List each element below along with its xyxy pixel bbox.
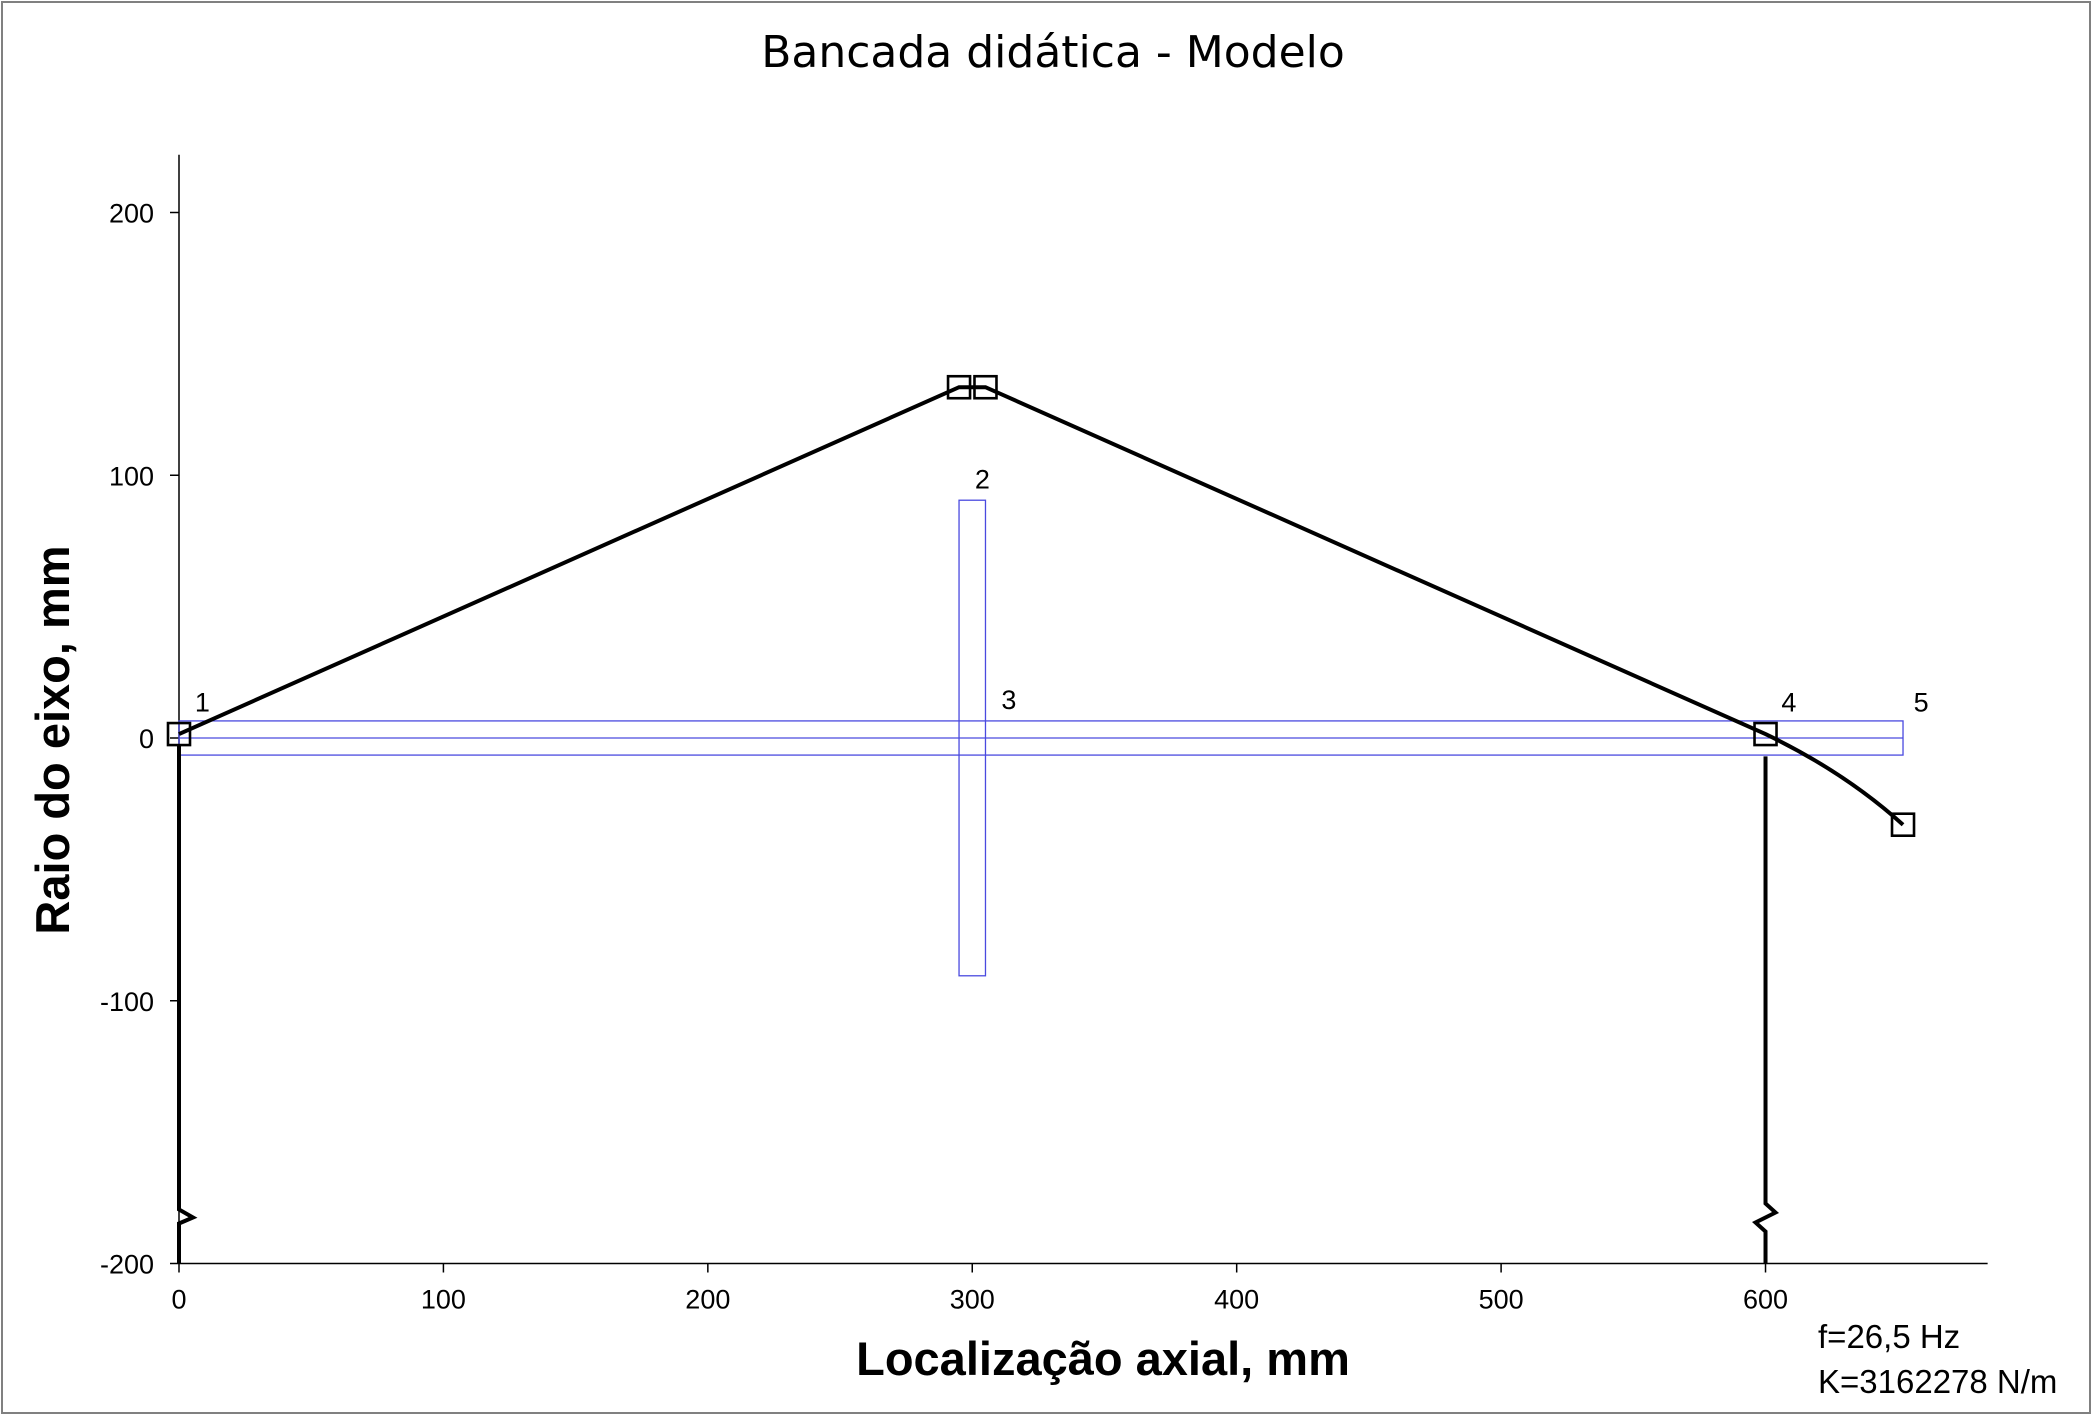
y-tick-label: 100	[109, 461, 154, 491]
y-tick-label: 0	[139, 724, 154, 754]
node-marker	[166, 721, 192, 747]
station-label: 2	[975, 464, 990, 494]
station-label: 4	[1781, 688, 1796, 718]
node-marker	[1890, 812, 1916, 838]
stiffness-annotation: K=3162278 N/m	[1818, 1363, 2057, 1400]
station-label: 1	[195, 688, 210, 718]
mode-shape-line	[178, 385, 1905, 827]
x-tick-label: 0	[171, 1285, 186, 1315]
y-axis-label: Raio do eixo, mm	[26, 545, 79, 934]
x-tick-label: 100	[421, 1285, 466, 1315]
node-marker	[973, 374, 998, 400]
y-tick-label: -100	[100, 987, 154, 1017]
x-tick-label: 600	[1743, 1285, 1788, 1315]
x-tick-label: 400	[1214, 1285, 1259, 1315]
bearing-supports	[177, 745, 1780, 1264]
station-label: 5	[1914, 688, 1929, 718]
y-tick-label: -200	[100, 1250, 154, 1280]
disk-element	[958, 499, 987, 977]
bearing-support-spring	[1752, 756, 1780, 1264]
x-tick-label: 500	[1479, 1285, 1524, 1315]
x-tick-label: 200	[685, 1285, 730, 1315]
node-marker	[946, 374, 972, 400]
y-tick-label: 200	[109, 199, 154, 229]
x-axis-label: Localização axial, mm	[856, 1332, 1350, 1385]
frequency-annotation: f=26,5 Hz	[1818, 1318, 1960, 1355]
station-label: 3	[1001, 685, 1016, 715]
station-labels: 2 3 1 4 5	[195, 464, 1929, 717]
bearing-support-spring	[177, 745, 198, 1264]
shaft-model	[178, 499, 1904, 977]
axes: -200 -100 0 100 200 0 100 200 300 400 500 600	[100, 154, 1988, 1315]
node-marker	[1753, 721, 1778, 747]
chart-title: Bancada didática - Modelo	[761, 27, 1345, 78]
mode-shape	[166, 374, 1916, 838]
x-tick-label: 300	[950, 1285, 995, 1315]
